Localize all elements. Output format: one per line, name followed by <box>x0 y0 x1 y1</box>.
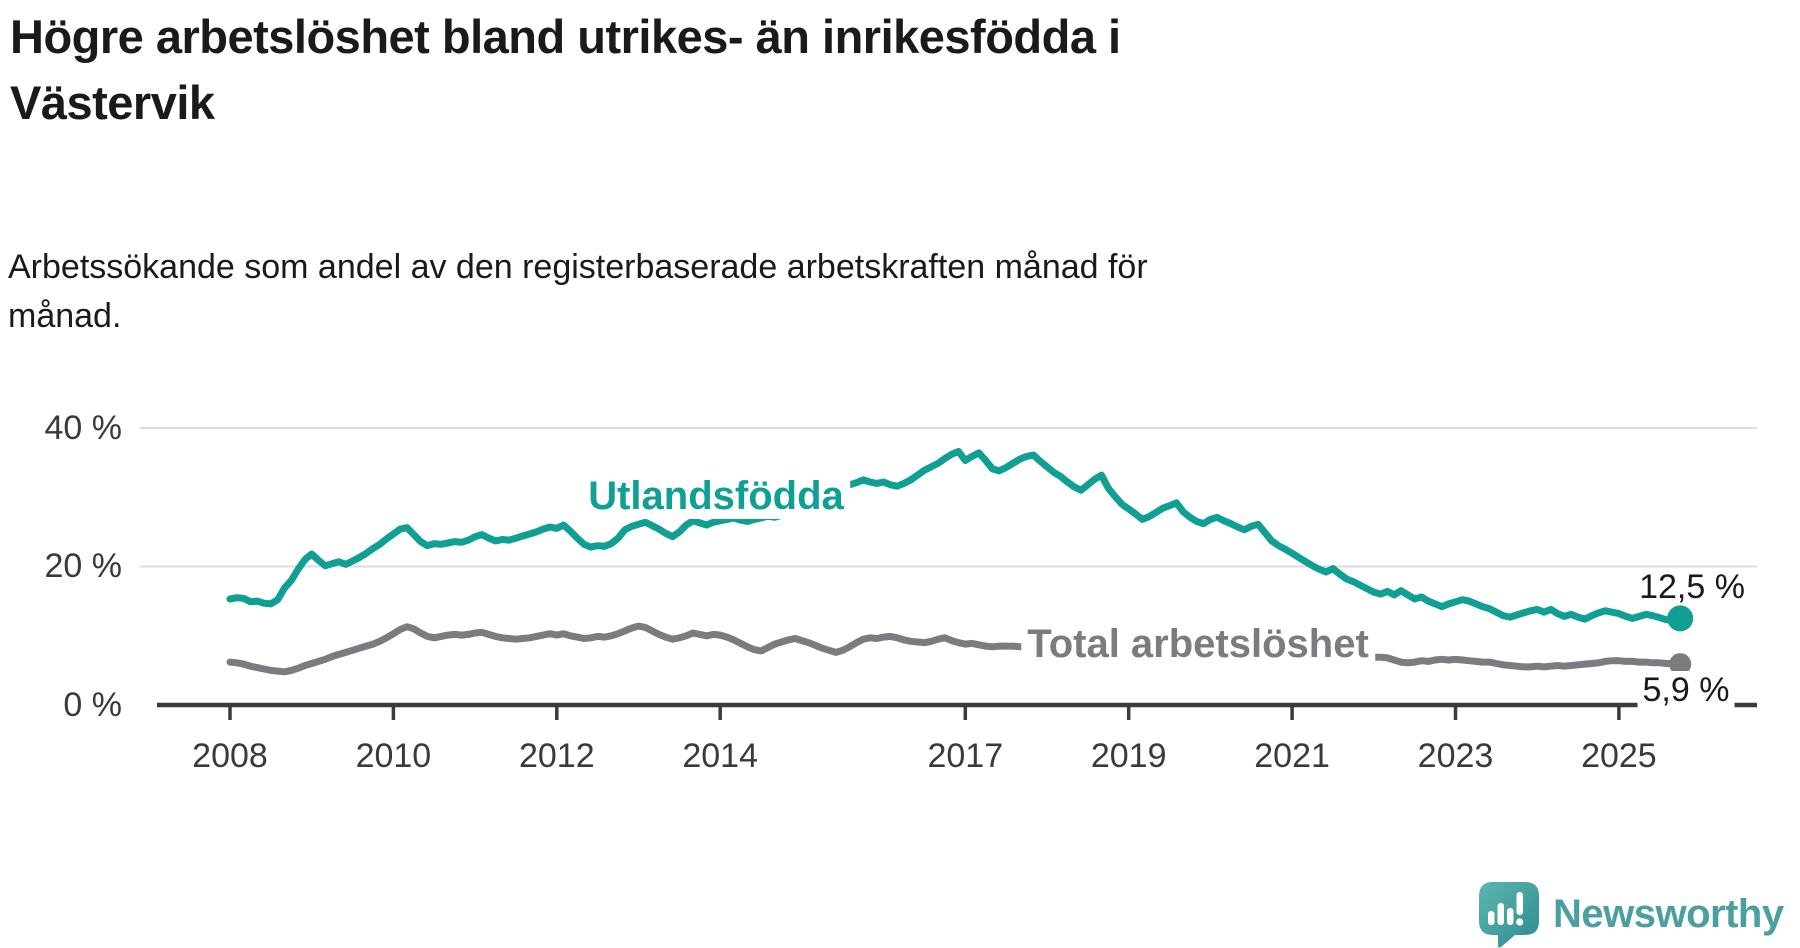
end-value-label-total: 5,9 % <box>1637 671 1735 709</box>
x-tick-label: 2025 <box>1581 737 1657 775</box>
end-dot-utlandsfodda <box>1667 605 1694 632</box>
newsworthy-logo: Newsworthy <box>1477 880 1784 948</box>
series-label-total-arbetsloshet: Total arbetslöshet <box>1021 621 1375 667</box>
x-tick-label: 2023 <box>1417 737 1494 775</box>
series-line-total <box>226 622 1684 676</box>
series-end-dots <box>1667 605 1694 676</box>
y-tick-label-20: 20 % <box>44 547 123 585</box>
x-tick-label: 2008 <box>192 737 268 775</box>
x-tick-label: 2012 <box>518 737 595 775</box>
page-title: Högre arbetslöshet bland utrikes- än inr… <box>10 10 1121 129</box>
x-tick-label: 2017 <box>927 737 1004 775</box>
logo-text: Newsworthy <box>1553 891 1784 936</box>
series-line-utlandsfodda <box>226 448 1684 624</box>
bar-chart-glyph <box>1488 892 1524 926</box>
x-axis-ticks <box>228 705 1621 720</box>
y-tick-label-40: 40 % <box>44 409 123 447</box>
x-tick-label: 2014 <box>682 737 759 775</box>
newsworthy-bubble-icon <box>1479 882 1539 948</box>
series-lines <box>226 448 1684 676</box>
x-tick-label: 2010 <box>355 737 432 775</box>
series-label-utlandsfodda: Utlandsfödda <box>582 473 850 519</box>
page-subtitle: Arbetssökande som andel av den registerb… <box>8 248 1148 335</box>
gridlines <box>140 427 1757 568</box>
end-value-label-utlandsfodda: 12,5 % <box>1639 568 1745 606</box>
x-tick-label: 2019 <box>1090 737 1167 775</box>
y-tick-label-0: 0 % <box>63 686 122 724</box>
x-tick-label: 2021 <box>1254 737 1330 775</box>
end-dot-total <box>1669 653 1692 676</box>
